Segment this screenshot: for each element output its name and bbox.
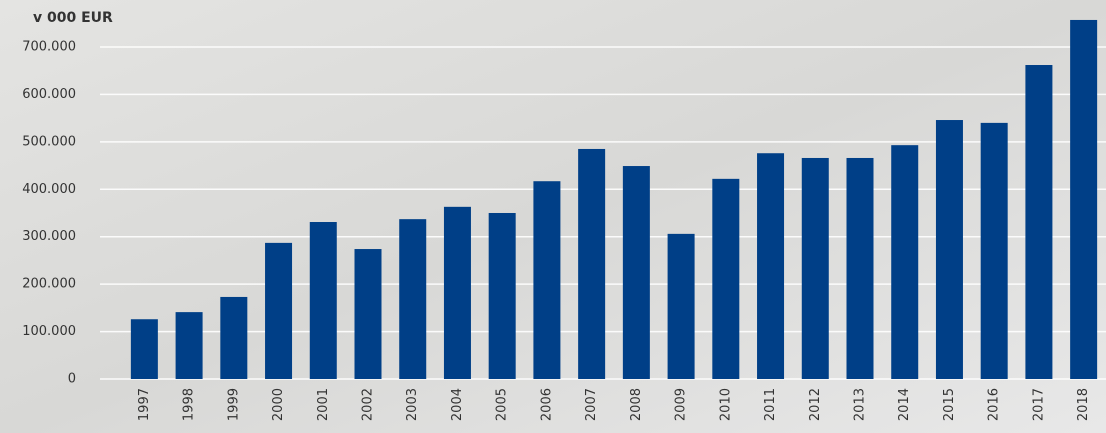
bar (309, 222, 337, 379)
bar (265, 242, 293, 379)
bar (1025, 65, 1053, 379)
x-tick-label: 2005 (495, 388, 510, 421)
x-tick-label: 2007 (584, 388, 599, 421)
y-tick-label: 100.000 (22, 324, 76, 339)
y-tick-label: 600.000 (22, 87, 76, 102)
bar (667, 233, 695, 379)
x-tick-label: 2008 (629, 388, 644, 421)
bar (399, 219, 427, 379)
bar (757, 153, 785, 379)
x-tick-label: 1997 (137, 388, 152, 421)
bar (488, 212, 516, 379)
x-tick-label: 2012 (808, 388, 823, 421)
bar (980, 122, 1008, 380)
x-tick-label: 2002 (361, 388, 376, 421)
x-tick-label: 2004 (450, 388, 465, 421)
y-tick-label: 700.000 (22, 39, 76, 54)
x-tick-label: 2014 (897, 388, 912, 421)
x-tick-label: 2016 (987, 388, 1002, 421)
bar (1070, 19, 1098, 380)
x-tick-label: 2011 (763, 388, 778, 421)
y-tick-label: 400.000 (22, 182, 76, 197)
y-axis-label: v 000 EUR (33, 10, 113, 26)
x-tick-label: 2000 (271, 388, 286, 421)
x-tick-label: 2006 (539, 388, 554, 421)
bar (220, 296, 248, 379)
bar (801, 157, 829, 379)
x-tick-label: 2013 (853, 388, 868, 421)
bar (712, 178, 740, 379)
x-tick-label: 1999 (226, 388, 241, 421)
bar (622, 166, 650, 379)
x-tick-label: 2010 (718, 388, 733, 421)
bar (354, 249, 382, 379)
bar (130, 319, 158, 379)
y-tick-label: 500.000 (22, 134, 76, 149)
bar (846, 157, 874, 379)
x-tick-label: 2001 (316, 388, 331, 421)
bar (533, 181, 561, 379)
x-tick-label: 1998 (182, 388, 197, 421)
y-tick-label: 0 (68, 372, 76, 387)
x-tick-label: 2015 (942, 388, 957, 421)
y-tick-label: 200.000 (22, 277, 76, 292)
bar (935, 120, 963, 380)
x-tick-label: 2009 (674, 388, 689, 421)
bar (175, 312, 203, 379)
bar (891, 145, 919, 379)
x-tick-label: 2017 (1031, 388, 1046, 421)
x-tick-label: 2003 (405, 388, 420, 421)
bar (578, 148, 606, 379)
y-tick-label: 300.000 (22, 229, 76, 244)
bar (443, 206, 471, 379)
x-tick-label: 2018 (1076, 388, 1091, 421)
